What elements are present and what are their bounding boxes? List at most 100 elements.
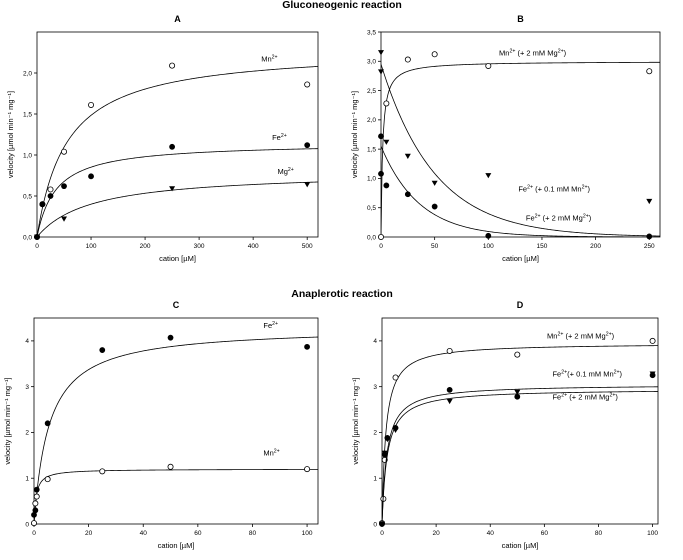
y-tick-label: 2,0 (23, 70, 32, 77)
x-tick-label: 200 (590, 243, 601, 250)
data-point (304, 466, 311, 473)
data-point (379, 521, 385, 527)
curve-label: Fe2+ (+ 2 mM Mg2+) (552, 392, 618, 401)
fit-curve (37, 148, 318, 237)
data-point (167, 463, 174, 470)
data-point (431, 180, 438, 186)
x-tick-label: 40 (140, 530, 148, 537)
data-point (431, 203, 438, 210)
series-fe2- (34, 142, 318, 240)
y-tick-label: 4 (373, 338, 377, 345)
series-fe2-2-mm-mg2- (378, 133, 660, 240)
data-point (485, 232, 492, 239)
x-tick-label: 20 (85, 530, 93, 537)
data-point (649, 337, 656, 344)
data-point (404, 191, 411, 198)
y-tick-label: 2,5 (367, 88, 376, 95)
data-point (446, 386, 453, 393)
data-point (30, 520, 37, 527)
data-point (33, 493, 40, 500)
x-axis-label: cation [µM] (502, 541, 539, 550)
data-point (404, 153, 411, 159)
x-tick-label: 0 (32, 530, 36, 537)
y-axis-label: velocity [µmol min⁻¹ mg⁻¹] (351, 377, 360, 464)
data-point (392, 427, 399, 433)
section-title-anaplerotic: Anaplerotic reaction (291, 288, 393, 300)
fit-curve (381, 146, 660, 237)
data-point (169, 143, 175, 150)
curve-label: Mn2+ (261, 55, 277, 64)
data-point (61, 216, 68, 222)
y-tick-label: 0 (25, 521, 29, 528)
data-point (384, 436, 391, 443)
y-tick-label: 0,5 (23, 193, 32, 200)
x-tick-label: 100 (483, 243, 494, 250)
y-axis-label: velocity [µmol min⁻¹ mg⁻¹] (350, 91, 359, 178)
data-point (392, 374, 399, 381)
panel-b: B 0 50 100 150 200 250 0,0 0,5 1,0 1,5 2,0 2,5 3,0 3,5… (350, 14, 661, 263)
data-point (381, 450, 388, 456)
data-point (383, 182, 390, 189)
data-point (47, 186, 54, 193)
series-fe2-2-mm-mg2- (379, 371, 658, 527)
x-tick-label: 60 (541, 530, 549, 537)
fit-curve (34, 469, 318, 524)
curve-label: Fe2+ (+ 2 mM Mg2+) (526, 214, 592, 223)
panel-letter: C (173, 300, 180, 310)
x-tick-label: 80 (595, 530, 603, 537)
data-point (485, 173, 492, 179)
data-point (167, 334, 174, 341)
data-point (99, 347, 106, 353)
section-title-gluconeogenic: Gluconeogenic reaction (282, 0, 402, 11)
data-point (88, 173, 94, 180)
curve-label: Fe2+(+ 0.1 mM Mn2+) (552, 370, 622, 379)
curve-label: Mn2+ (+ 2 mM Mg2+) (547, 332, 615, 341)
x-tick-label: 40 (487, 530, 495, 537)
panel-c: C 0 20 40 60 80 100 0 1 2 3 4 cation [µM] velocity [µ… (3, 300, 319, 550)
data-point (32, 507, 39, 514)
panel-d: D 0 20 40 60 80 100 0 1 2 3 4 cation [µM] velocity [µ… (351, 300, 659, 550)
x-axis-label: cation [µM] (158, 541, 195, 550)
plot-frame (381, 317, 659, 525)
series-mg2- (34, 181, 318, 240)
x-tick-label: 300 (194, 243, 205, 250)
y-tick-label: 0,0 (23, 234, 32, 241)
y-tick-label: 3,5 (367, 29, 376, 36)
panel-letter: D (517, 300, 524, 310)
y-tick-label: 3,0 (367, 59, 376, 66)
y-tick-label: 3 (373, 384, 377, 391)
data-point (378, 170, 384, 177)
y-tick-label: 1 (25, 476, 29, 483)
data-point (44, 476, 51, 483)
data-point (99, 468, 106, 475)
data-point (646, 233, 653, 240)
data-point (39, 201, 46, 208)
x-tick-label: 100 (647, 530, 658, 537)
data-point (169, 186, 176, 192)
fit-curve (37, 66, 318, 237)
data-point (383, 100, 390, 107)
x-tick-label: 60 (194, 530, 202, 537)
data-point (646, 68, 653, 75)
series-fe2- (31, 334, 318, 524)
panel-letter: A (174, 14, 181, 24)
y-tick-label: 2 (373, 430, 377, 437)
fit-curve (382, 386, 658, 524)
series-mn2- (34, 62, 318, 240)
y-tick-label: 2 (25, 430, 29, 437)
data-point (47, 193, 54, 199)
series-mn2-2-mm-mg2- (378, 337, 658, 527)
y-tick-label: 1,5 (367, 146, 376, 153)
x-tick-label: 250 (644, 243, 655, 250)
data-point (44, 420, 51, 427)
y-axis-label: velocity [µmol min⁻¹ mg⁻¹] (6, 91, 15, 178)
data-point (378, 133, 384, 140)
x-axis-label: cation [µM] (502, 254, 539, 263)
data-point (649, 371, 656, 377)
y-tick-label: 2,0 (367, 117, 376, 124)
data-point (32, 500, 39, 507)
fit-curve (382, 345, 658, 524)
data-point (88, 101, 95, 108)
y-tick-label: 0,5 (367, 205, 376, 212)
